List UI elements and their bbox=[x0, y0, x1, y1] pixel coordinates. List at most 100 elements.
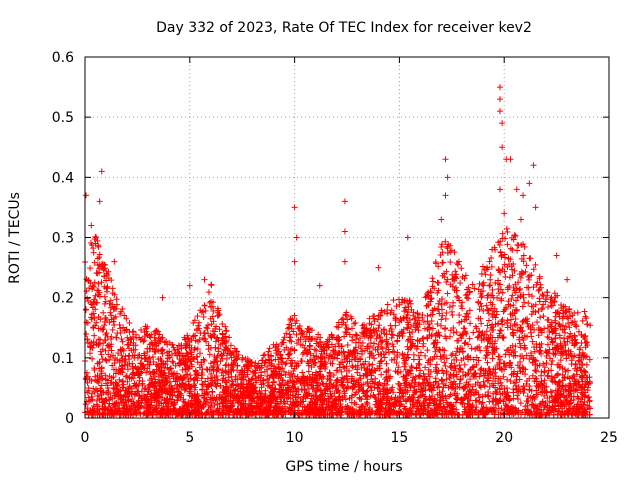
data-point bbox=[155, 328, 162, 335]
data-point bbox=[584, 387, 591, 394]
data-point bbox=[544, 341, 551, 348]
data-point bbox=[524, 284, 531, 291]
data-point bbox=[475, 333, 482, 340]
data-point bbox=[488, 255, 495, 262]
chart-title: Day 332 of 2023, Rate Of TEC Index for r… bbox=[156, 20, 532, 36]
data-point bbox=[434, 384, 441, 391]
data-point bbox=[231, 387, 238, 394]
data-point bbox=[376, 379, 383, 386]
data-point bbox=[275, 375, 282, 382]
data-point bbox=[568, 385, 575, 392]
data-point bbox=[556, 379, 563, 386]
data-point bbox=[164, 364, 171, 371]
data-point bbox=[159, 382, 166, 389]
data-point bbox=[313, 340, 320, 347]
data-point bbox=[548, 294, 555, 301]
data-point bbox=[131, 391, 138, 398]
data-point bbox=[466, 335, 473, 342]
data-point bbox=[85, 394, 92, 401]
data-point bbox=[489, 355, 496, 362]
data-point bbox=[580, 386, 587, 393]
data-point bbox=[421, 393, 428, 400]
data-point bbox=[489, 286, 496, 293]
data-point bbox=[305, 325, 312, 332]
data-point bbox=[258, 384, 265, 391]
data-point bbox=[448, 247, 455, 254]
data-point bbox=[439, 367, 446, 374]
data-point bbox=[435, 287, 442, 294]
data-point bbox=[124, 378, 131, 385]
data-point bbox=[171, 399, 178, 406]
data-point bbox=[561, 349, 568, 356]
data-point bbox=[464, 310, 471, 317]
data-point bbox=[327, 352, 334, 359]
data-point bbox=[410, 398, 417, 405]
data-point bbox=[204, 375, 211, 382]
data-point bbox=[254, 363, 261, 370]
data-point bbox=[119, 377, 126, 384]
data-point bbox=[467, 366, 474, 373]
data-point bbox=[552, 374, 559, 381]
data-point bbox=[260, 410, 267, 417]
data-point bbox=[361, 347, 368, 354]
data-point bbox=[164, 358, 171, 365]
data-point bbox=[83, 374, 90, 381]
data-point bbox=[252, 384, 259, 391]
data-point bbox=[295, 391, 302, 398]
data-point bbox=[446, 304, 453, 311]
data-point bbox=[453, 348, 460, 355]
data-point bbox=[241, 369, 248, 376]
data-point bbox=[454, 261, 461, 268]
data-point bbox=[540, 406, 547, 413]
data-point bbox=[342, 396, 349, 403]
data-point bbox=[353, 336, 360, 343]
data-point bbox=[320, 411, 327, 418]
data-point bbox=[109, 326, 116, 333]
data-point bbox=[538, 378, 545, 385]
data-point bbox=[162, 385, 169, 392]
data-point bbox=[518, 268, 525, 275]
data-point bbox=[287, 395, 294, 402]
data-point bbox=[504, 324, 511, 331]
data-point bbox=[115, 350, 122, 357]
data-point bbox=[467, 366, 474, 373]
data-point bbox=[213, 323, 220, 330]
data-point bbox=[437, 397, 444, 404]
data-point bbox=[363, 367, 370, 374]
data-point bbox=[548, 367, 555, 374]
data-point bbox=[98, 279, 105, 286]
data-point bbox=[423, 334, 430, 341]
data-point bbox=[525, 300, 532, 307]
data-point bbox=[115, 388, 122, 395]
data-point bbox=[132, 346, 139, 353]
data-point bbox=[575, 411, 582, 418]
data-point bbox=[517, 285, 524, 292]
data-point bbox=[422, 364, 429, 371]
data-point bbox=[457, 376, 464, 383]
data-point bbox=[434, 339, 441, 346]
data-point bbox=[368, 387, 375, 394]
data-point bbox=[280, 377, 286, 384]
data-point bbox=[498, 318, 505, 325]
data-point bbox=[336, 390, 343, 397]
data-point bbox=[151, 369, 158, 376]
data-point bbox=[489, 326, 496, 333]
data-point bbox=[129, 352, 136, 359]
data-point bbox=[221, 397, 228, 404]
data-point bbox=[476, 398, 483, 405]
data-point bbox=[505, 298, 512, 305]
data-point bbox=[362, 358, 369, 365]
data-point bbox=[508, 262, 515, 269]
data-point bbox=[312, 400, 319, 407]
data-point bbox=[451, 367, 458, 374]
data-point bbox=[490, 347, 497, 354]
data-point bbox=[145, 355, 152, 362]
data-point bbox=[349, 362, 356, 369]
data-point bbox=[110, 318, 117, 325]
data-point bbox=[82, 401, 89, 408]
data-point bbox=[523, 407, 530, 414]
data-point bbox=[543, 360, 550, 367]
data-point bbox=[544, 333, 551, 340]
data-point bbox=[120, 324, 127, 331]
data-point bbox=[461, 385, 468, 392]
